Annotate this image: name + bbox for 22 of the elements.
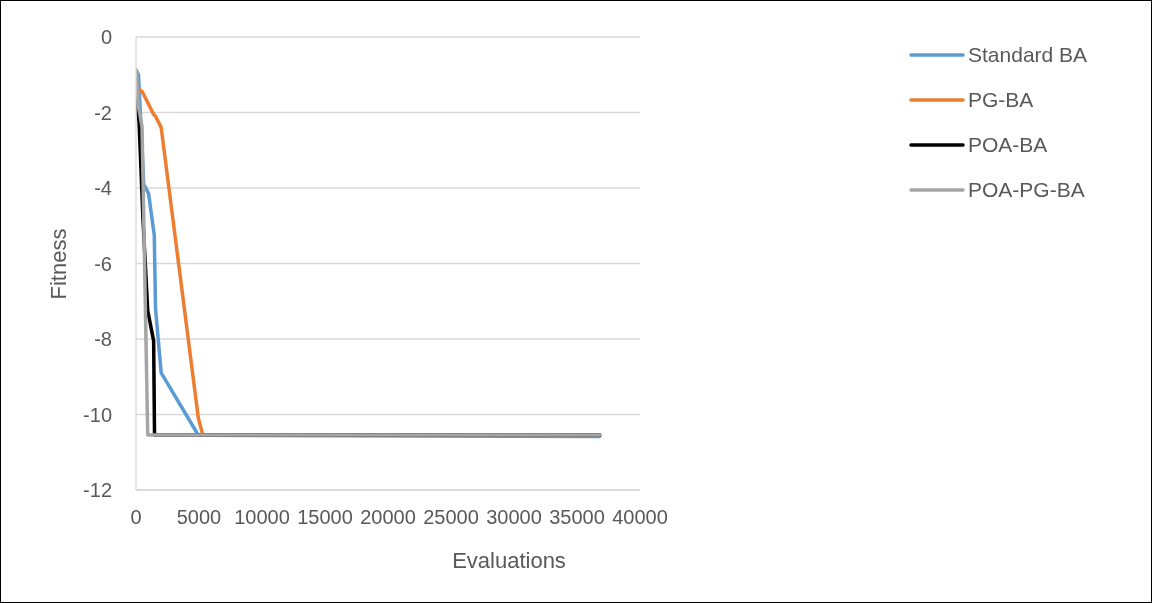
x-tick-label: 5000: [176, 506, 222, 529]
y-tick-label: -10: [83, 403, 112, 426]
x-tick-label: 35000: [549, 506, 605, 529]
x-tick-label: 0: [130, 506, 142, 529]
y-tick-label: -8: [94, 328, 112, 351]
x-tick-label: 15000: [297, 506, 353, 529]
x-tick-label: 10000: [234, 506, 290, 529]
y-tick-label: -4: [94, 177, 112, 200]
x-tick-label: 25000: [423, 506, 479, 529]
legend-label: PG-BA: [968, 87, 1034, 111]
x-axis-title: Evaluations: [452, 548, 566, 573]
y-tick-label: -2: [94, 101, 112, 124]
y-tick-label: -6: [94, 252, 112, 275]
legend-label: POA-BA: [968, 132, 1048, 156]
y-axis-title: Fitness: [46, 228, 71, 300]
legend-label: POA-PG-BA: [968, 177, 1085, 201]
x-tick-label: 40000: [612, 506, 668, 529]
x-tick-label: 30000: [486, 506, 542, 529]
y-tick-label: -12: [83, 479, 112, 502]
x-tick-label: 20000: [360, 506, 416, 529]
legend-label: Standard BA: [968, 42, 1088, 66]
y-tick-label: 0: [100, 26, 112, 49]
